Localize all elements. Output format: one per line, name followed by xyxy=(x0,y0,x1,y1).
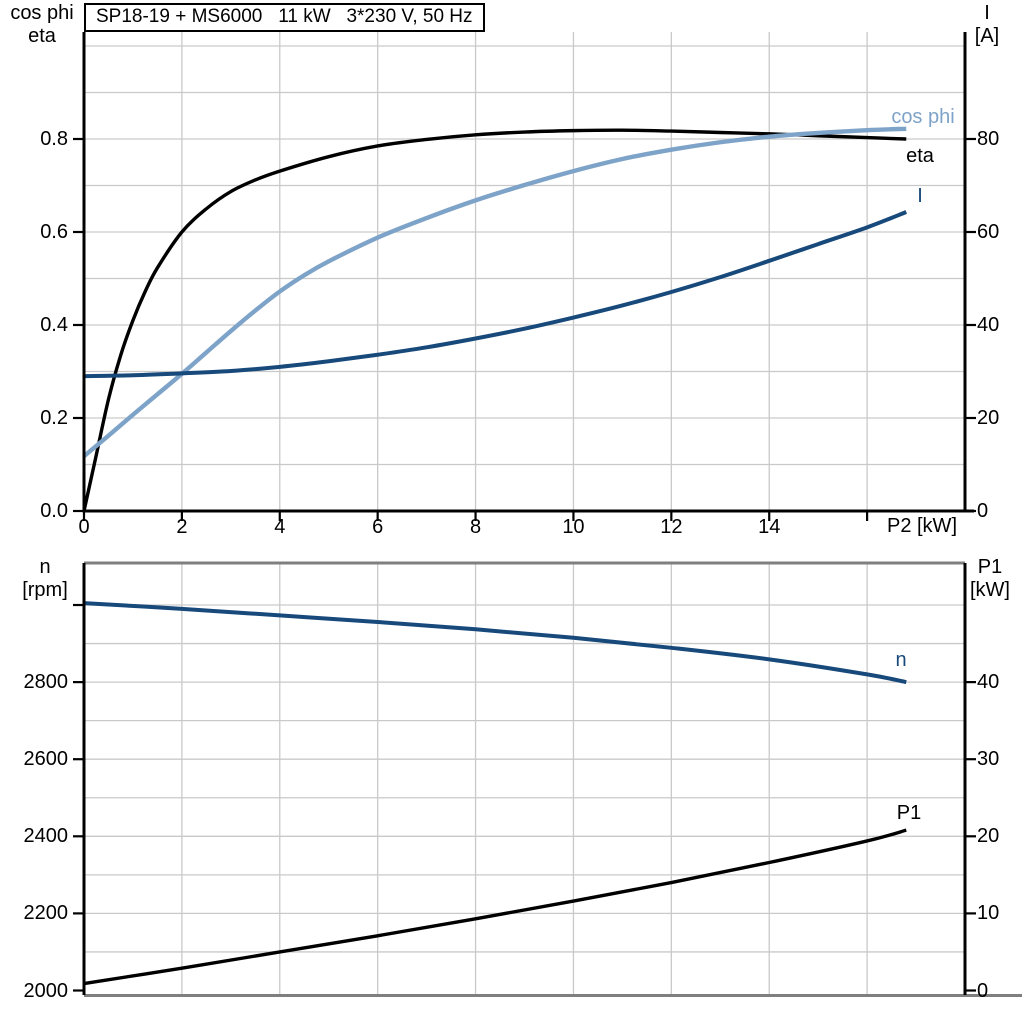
y-tick-label-left: 0.2 xyxy=(40,407,68,429)
top-right-axis-title: I [A] xyxy=(962,2,1012,48)
y-tick-label-left: 0.4 xyxy=(40,314,68,336)
y-tick-label-right: 0 xyxy=(977,979,989,1002)
y-tick-label-left: 2200 xyxy=(23,902,69,925)
current-axis-label: I xyxy=(984,2,990,24)
y-tick-label-right: 20 xyxy=(977,407,1000,429)
curve-i xyxy=(83,210,907,379)
y-tick-label-left: 0.0 xyxy=(40,500,68,522)
curve-cos-phi xyxy=(82,126,907,458)
cos-phi-axis-label: cos phi xyxy=(10,2,74,24)
curve-label-cos-phi: cos phi xyxy=(891,106,955,128)
top-left-axis-title: cos phi eta xyxy=(0,2,84,48)
y-tick-label-left: 2400 xyxy=(23,825,69,848)
curve-p1 xyxy=(83,828,907,986)
curve-label-current: I xyxy=(917,185,923,207)
x-tick-label: 0 xyxy=(78,516,90,538)
x-tick-label: 14 xyxy=(758,516,781,538)
x-tick-label: 12 xyxy=(660,516,683,538)
chart-title-box: SP18-19 + MS6000 11 kW 3*230 V, 50 Hz xyxy=(84,3,485,32)
x-tick-label: 2 xyxy=(176,516,188,538)
y-tick-label-right: 20 xyxy=(977,825,1000,848)
curve-label-eta: eta xyxy=(906,145,934,167)
y-tick-label-right: 0 xyxy=(977,500,989,522)
curve-label-speed: n xyxy=(895,649,907,671)
y-tick-label-left: 2800 xyxy=(23,671,69,694)
curve-n xyxy=(83,601,907,685)
x-tick-label: 6 xyxy=(372,516,384,538)
y-tick-label-right: 80 xyxy=(977,128,1000,150)
y-tick-label-left: 2000 xyxy=(23,979,69,1002)
speed-axis-label: n xyxy=(39,556,51,578)
eta-axis-label: eta xyxy=(28,25,56,47)
p1-unit-label: [kW] xyxy=(970,579,1010,601)
y-tick-label-left: 0.6 xyxy=(40,221,68,243)
bottom-right-axis-title: P1 [kW] xyxy=(960,556,1020,602)
x-tick-label: 8 xyxy=(469,516,482,538)
bottom-left-axis-title: n [rpm] xyxy=(0,556,90,602)
y-tick-label-right: 60 xyxy=(977,221,1000,243)
y-tick-label-left: 2600 xyxy=(23,748,69,771)
current-unit-label: [A] xyxy=(974,25,1000,47)
speed-unit-label: [rpm] xyxy=(22,579,68,601)
y-tick-label-right: 10 xyxy=(977,902,1000,925)
curve-eta xyxy=(82,128,907,512)
x-axis-title: P2 [kW] xyxy=(886,515,957,537)
curve-label-p1: P1 xyxy=(896,802,922,824)
p1-axis-label: P1 xyxy=(977,556,1003,578)
y-tick-label-right: 40 xyxy=(977,671,1000,694)
x-tick-label: 10 xyxy=(562,516,585,538)
x-tick-label: 4 xyxy=(274,516,286,538)
y-tick-label-right: 40 xyxy=(977,314,1000,336)
chart-title: SP18-19 + MS6000 11 kW 3*230 V, 50 Hz xyxy=(96,6,473,27)
y-tick-label-right: 30 xyxy=(977,748,1000,771)
y-tick-label-left: 0.8 xyxy=(40,128,68,150)
